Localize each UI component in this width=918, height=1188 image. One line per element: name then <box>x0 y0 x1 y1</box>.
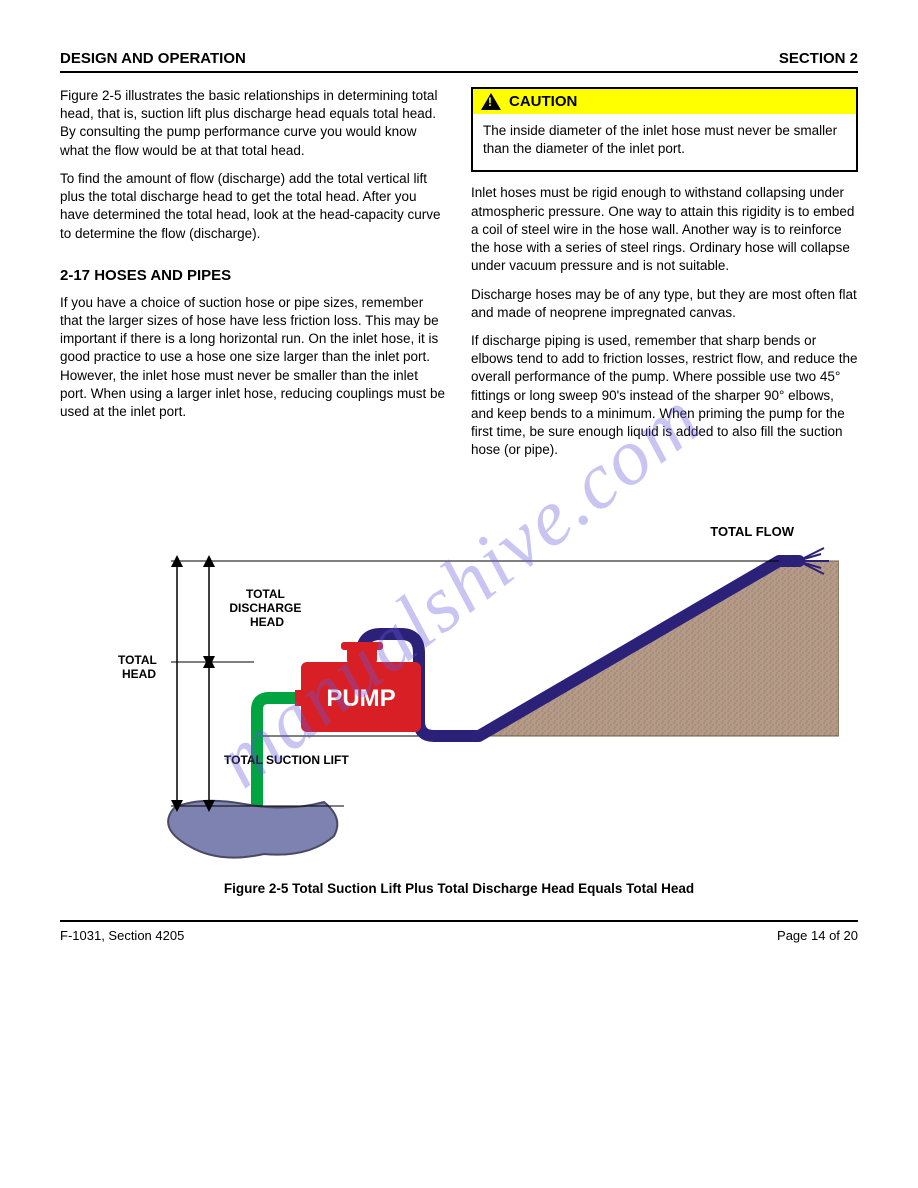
footer-right: Page 14 of 20 <box>777 928 858 943</box>
page-header: DESIGN AND OPERATION SECTION 2 <box>60 50 858 71</box>
label-total-discharge-head: TOTAL DISCHARGE HEAD <box>229 587 304 629</box>
figure-svg: PUMP TOTAL FLOW TOTAL DISCHARGE HEAD <box>79 506 839 866</box>
water-body <box>168 800 337 857</box>
content-columns: Figure 2-5 illustrates the basic relatio… <box>60 87 858 470</box>
page: manualshive.com DESIGN AND OPERATION SEC… <box>0 0 918 1188</box>
caution-box: CAUTION The inside diameter of the inlet… <box>471 87 858 172</box>
label-total-suction-lift: TOTAL SUCTION LIFT <box>224 753 349 767</box>
label-total-flow: TOTAL FLOW <box>710 524 794 539</box>
right-column: CAUTION The inside diameter of the inlet… <box>471 87 858 470</box>
left-column: Figure 2-5 illustrates the basic relatio… <box>60 87 447 470</box>
body-paragraph: If you have a choice of suction hose or … <box>60 294 447 422</box>
body-paragraph: Figure 2-5 illustrates the basic relatio… <box>60 87 447 160</box>
header-right: SECTION 2 <box>779 50 858 67</box>
body-paragraph: Inlet hoses must be rigid enough to with… <box>471 184 858 275</box>
page-footer: F-1031, Section 4205 Page 14 of 20 <box>60 928 858 943</box>
figure: PUMP TOTAL FLOW TOTAL DISCHARGE HEAD <box>60 506 858 896</box>
pump: PUMP <box>295 642 421 732</box>
header-left: DESIGN AND OPERATION <box>60 50 246 67</box>
body-paragraph: If discharge piping is used, remember th… <box>471 332 858 460</box>
section-heading: 2-17 HOSES AND PIPES <box>60 267 447 284</box>
caution-header: CAUTION <box>473 89 856 114</box>
body-paragraph: To find the amount of flow (discharge) a… <box>60 170 447 243</box>
header-rule <box>60 71 858 73</box>
warning-icon <box>481 93 501 110</box>
caution-title: CAUTION <box>509 93 577 110</box>
pump-label: PUMP <box>326 685 395 712</box>
label-total-head: TOTAL HEAD <box>118 653 160 681</box>
footer-left: F-1031, Section 4205 <box>60 928 184 943</box>
figure-caption: Figure 2-5 Total Suction Lift Plus Total… <box>60 881 858 896</box>
caution-body: The inside diameter of the inlet hose mu… <box>473 114 856 170</box>
body-paragraph: Discharge hoses may be of any type, but … <box>471 286 858 322</box>
footer-rule <box>60 920 858 922</box>
